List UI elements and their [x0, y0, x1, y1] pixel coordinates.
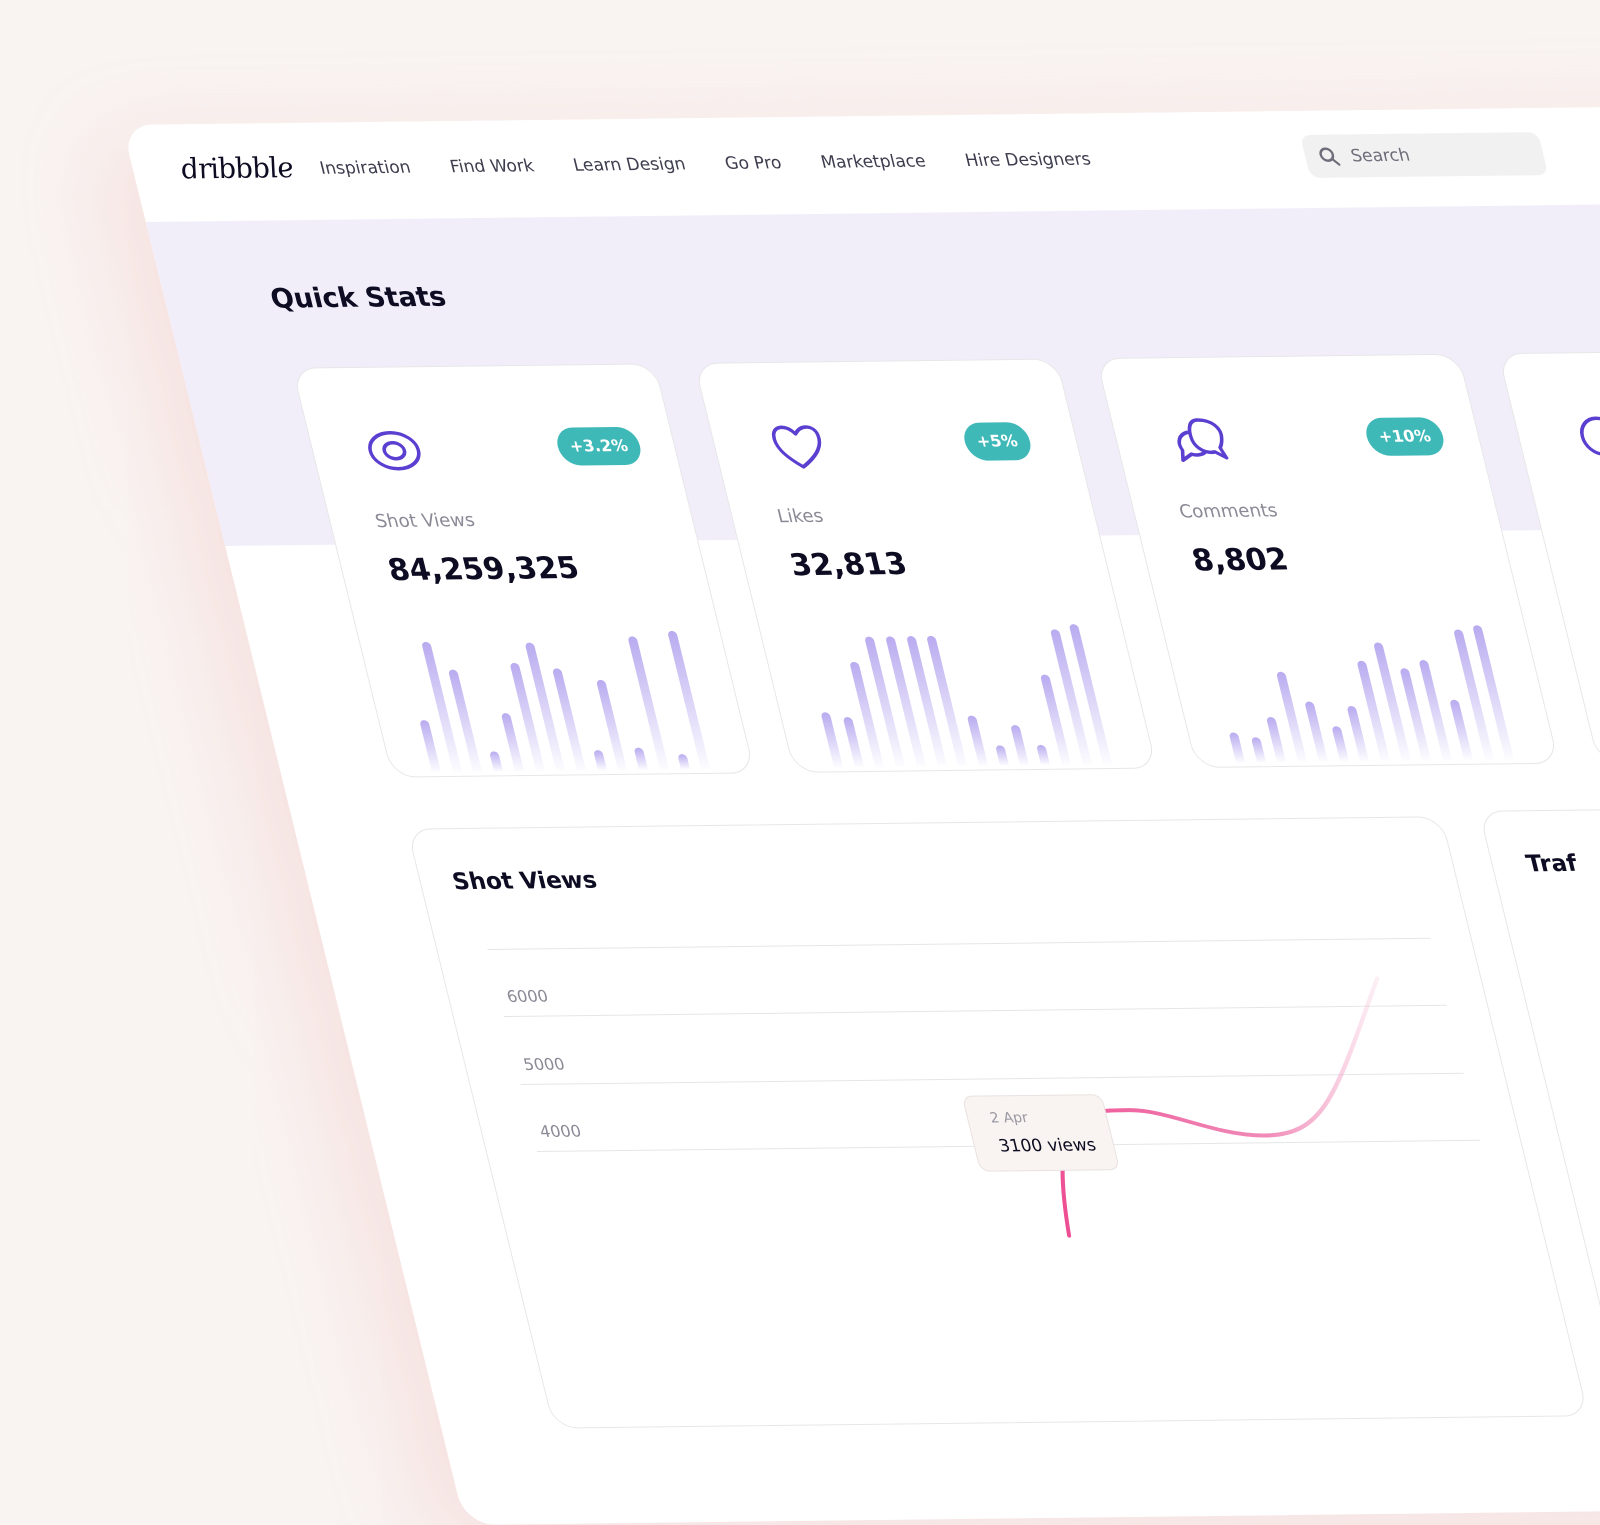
- mini-bar: [1266, 717, 1286, 762]
- mini-bar: [1347, 706, 1369, 761]
- mini-bar: [1331, 726, 1349, 761]
- nav-learn-design[interactable]: Learn Design: [571, 154, 688, 175]
- chart-tooltip: 2 Apr 3100 views: [962, 1094, 1121, 1172]
- mini-bar: [489, 751, 503, 771]
- nav-find-work[interactable]: Find Work: [448, 156, 536, 177]
- mini-bar: [634, 748, 648, 770]
- change-badge: +5%: [960, 422, 1034, 461]
- dashboard-panel: dribbble Inspiration Find Work Learn Des…: [122, 103, 1600, 1525]
- page-title: Quick Stats: [267, 282, 449, 315]
- partial-icon: [1568, 411, 1600, 462]
- search-input[interactable]: Search: [1300, 132, 1549, 178]
- mini-bar: [593, 750, 607, 770]
- tooltip-value: 3100 views: [997, 1135, 1099, 1156]
- mini-bar: [1036, 745, 1050, 765]
- nav-go-pro[interactable]: Go Pro: [723, 153, 784, 174]
- heart-icon: [764, 421, 832, 472]
- change-badge: +3.2%: [553, 427, 644, 466]
- mini-bar-chart: [395, 619, 723, 772]
- mini-bar: [1229, 732, 1245, 762]
- mini-bar-chart: [797, 614, 1125, 767]
- tooltip-date: 2 Apr: [988, 1110, 1029, 1126]
- search-icon: [1317, 146, 1342, 166]
- mini-bar: [501, 713, 524, 771]
- mini-bar: [1049, 629, 1091, 764]
- mini-bar: [1449, 700, 1473, 760]
- mini-bar: [1069, 624, 1112, 764]
- stat-label: Comments: [1177, 500, 1280, 522]
- stat-value: 84,259,325: [384, 551, 582, 588]
- top-nav: dribbble Inspiration Find Work Learn Des…: [122, 103, 1600, 222]
- stat-label: Shot Views: [373, 510, 477, 532]
- mini-bar: [1304, 701, 1328, 761]
- mini-bar: [667, 631, 710, 769]
- mini-bar: [842, 717, 863, 767]
- mini-bar: [1472, 625, 1514, 759]
- change-badge: +10%: [1362, 417, 1447, 456]
- mini-bar: [995, 745, 1009, 765]
- mini-bar: [967, 716, 988, 766]
- mini-bar-chart: [1199, 609, 1527, 762]
- stat-value: 8,802: [1188, 542, 1291, 578]
- nav-hire-designers[interactable]: Hire Designers: [963, 150, 1093, 172]
- mini-bar: [1251, 737, 1266, 762]
- nav-menu: Inspiration Find Work Learn Design Go Pr…: [318, 150, 1093, 179]
- mini-bar: [1011, 725, 1030, 765]
- stat-label: Likes: [775, 506, 825, 528]
- mini-bar: [821, 712, 843, 767]
- traffic-title: Traf: [1524, 851, 1580, 878]
- mini-bar: [419, 720, 441, 772]
- nav-marketplace[interactable]: Marketplace: [819, 151, 928, 172]
- shot-views-chart-card: Shot Views 6000 5000 4000 2 Apr 3100 vie…: [407, 816, 1589, 1428]
- stat-value: 32,813: [786, 547, 910, 583]
- mini-bar: [677, 754, 690, 769]
- nav-inspiration[interactable]: Inspiration: [318, 158, 413, 179]
- eye-icon: [362, 425, 430, 476]
- comments-icon: [1166, 416, 1234, 467]
- dribbble-logo[interactable]: dribbble: [177, 151, 297, 185]
- search-placeholder: Search: [1349, 145, 1412, 166]
